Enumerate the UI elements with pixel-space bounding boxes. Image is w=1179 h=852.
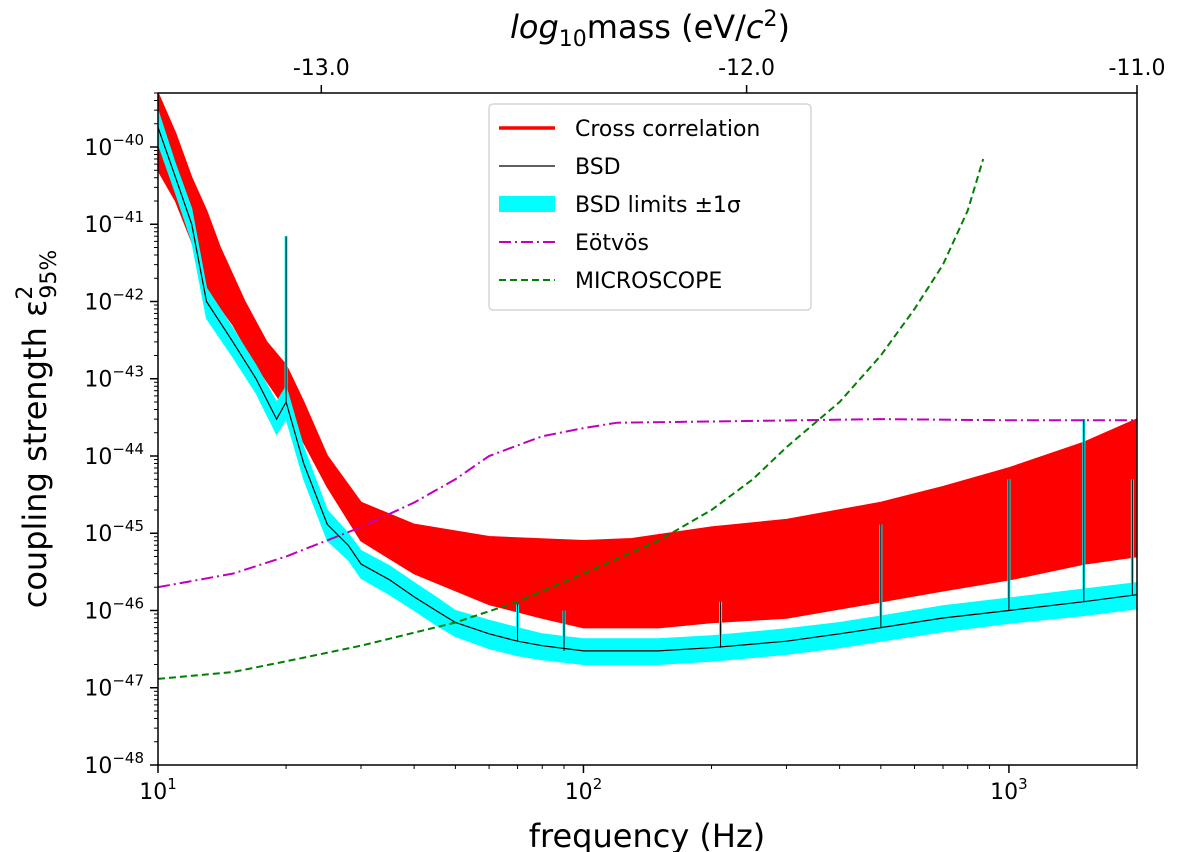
y-tick-label-4: 10−44 (84, 440, 144, 470)
y-tick-label-8: 10−48 (84, 749, 144, 779)
legend: Cross correlation BSD BSD limits ±1σ Eötvös… (488, 103, 812, 311)
y-tick-label-0: 10−40 (84, 131, 144, 161)
x-axis-title: frequency (Hz) (529, 817, 766, 852)
y-axis-title: coupling strength ε295% (13, 250, 62, 608)
y-tick-label-6: 10−46 (84, 594, 144, 624)
legend-swatch-2 (499, 196, 555, 212)
y-tick-label-1: 10−41 (84, 208, 144, 238)
legend-label-2: BSD limits ±1σ (575, 193, 741, 218)
plot-frame (157, 92, 1138, 766)
axis-layer: 101 102 103 10−40 10−41 10−42 10−43 10−44 10−45 1… (84, 56, 1165, 805)
series-microscope (158, 158, 985, 680)
legend-label-0: Cross correlation (575, 117, 760, 142)
y-tick-label-5: 10−45 (84, 517, 144, 547)
legend-label-3: Eötvös (575, 231, 649, 256)
top-axis-title: log10mass (eV/c2) (510, 7, 790, 52)
plot-layer (158, 93, 1137, 680)
y-tick-label-2: 10−42 (84, 285, 144, 315)
legend-box (488, 103, 812, 311)
series-eotvos (158, 418, 1137, 589)
x-tick-label-1: 102 (565, 775, 603, 805)
top-tick-label-1: -12.0 (718, 56, 775, 81)
y-tick-label-3: 10−43 (84, 363, 144, 393)
series-bsd-limits (158, 109, 1137, 665)
x-tick-label-2: 103 (990, 775, 1028, 805)
series-bsd (158, 127, 1137, 652)
plot-area (158, 93, 1137, 680)
top-tick-label-0: -13.0 (293, 56, 350, 81)
y-tick-label-7: 10−47 (84, 672, 144, 702)
x-tick-label-0: 101 (139, 775, 177, 805)
legend-label-4: MICROSCOPE (575, 269, 722, 294)
top-tick-label-2: -11.0 (1109, 56, 1166, 81)
legend-label-1: BSD (575, 155, 621, 180)
